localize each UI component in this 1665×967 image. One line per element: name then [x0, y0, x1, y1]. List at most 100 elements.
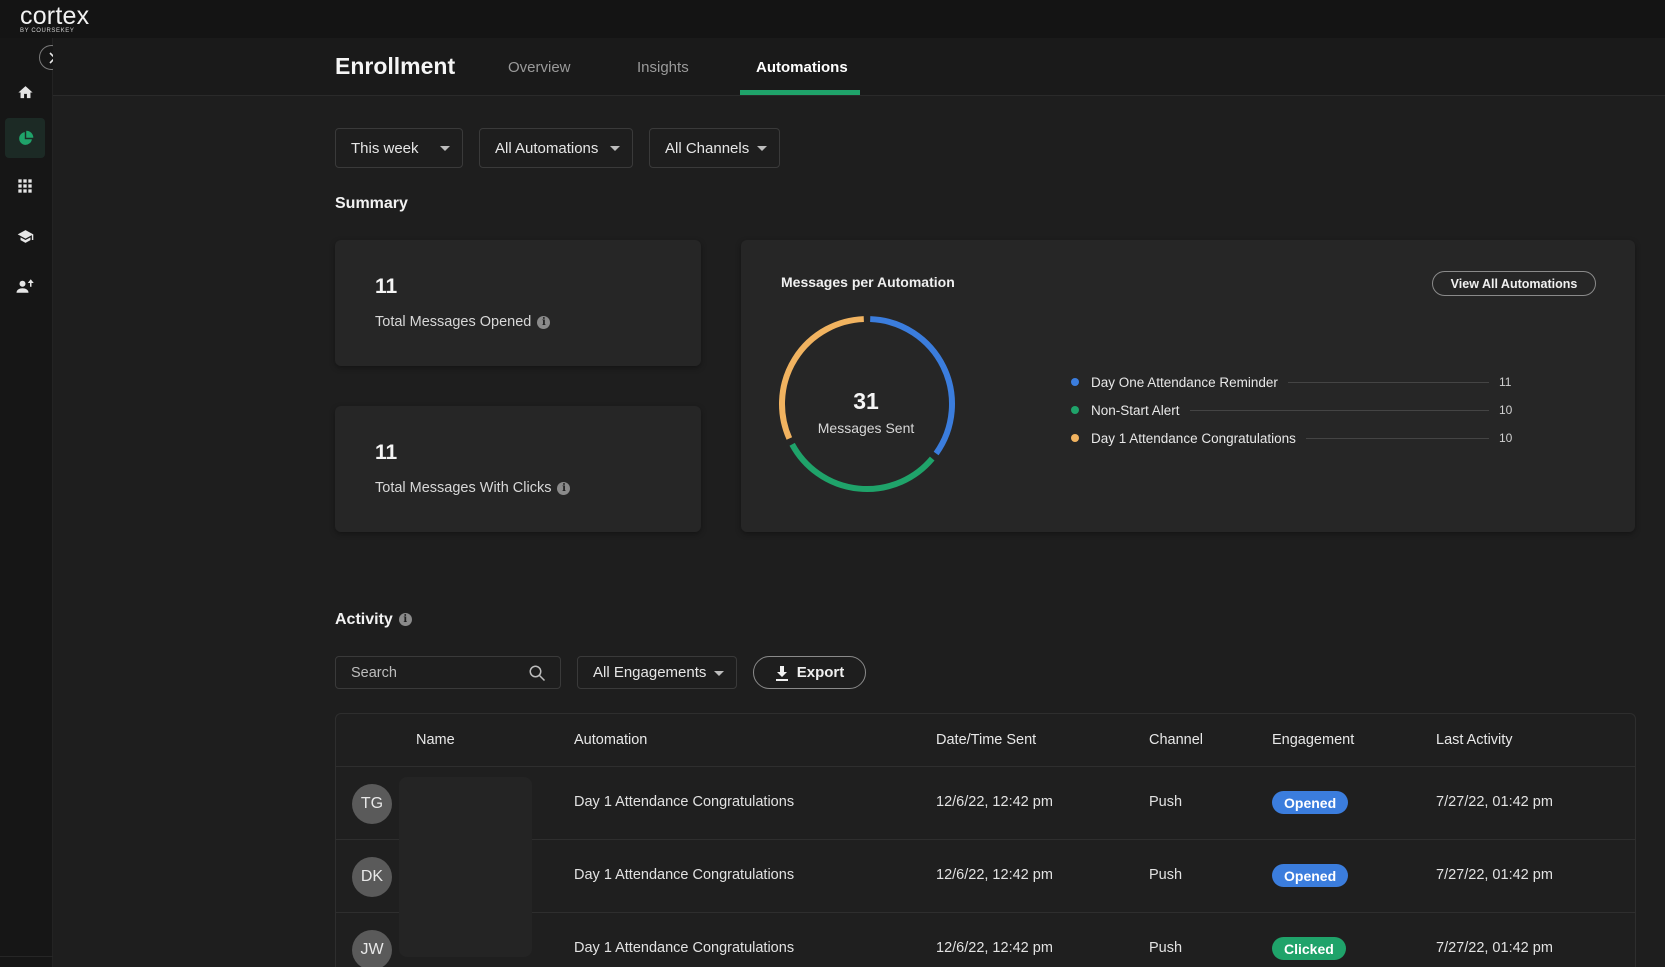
table-row[interactable]: JW Day 1 Attendance Congratulations 12/6… [336, 912, 1635, 967]
download-icon [775, 665, 788, 681]
donut-segment-non-start-alert[interactable] [789, 442, 935, 492]
sidebar-item-analytics[interactable] [5, 118, 45, 158]
donut-total-value: 31 [853, 388, 879, 414]
automation-cell: Day 1 Attendance Congratulations [574, 794, 795, 810]
stat-value: 11 [375, 441, 398, 464]
legend-label: Non-Start Alert [1091, 402, 1180, 418]
page-title: Enrollment [335, 53, 456, 79]
time-range-dropdown[interactable]: This week [335, 128, 463, 168]
info-icon[interactable]: i [537, 315, 551, 329]
column-header-last-activity[interactable]: Last Activity [1436, 732, 1513, 748]
column-header-name[interactable]: Name [416, 732, 455, 748]
legend-item: Non-Start Alert 10 [1071, 401, 1521, 419]
engagement-filter-dropdown[interactable]: All Engagements [577, 656, 737, 689]
legend-leader-line [1189, 409, 1489, 411]
activity-table: Name Automation Date/Time Sent Channel E… [335, 713, 1636, 967]
legend-value: 11 [1499, 375, 1512, 389]
engagement-filter-value: All Engagements [593, 664, 707, 681]
stat-label: Total Messages With Clicks i [375, 480, 571, 496]
automation-filter-dropdown[interactable]: All Automations [479, 128, 633, 168]
donut-segment-day-1-attendance-congratulations[interactable] [779, 316, 864, 440]
activity-title: Activity i [335, 611, 412, 629]
channel-cell: Push [1149, 794, 1183, 810]
export-button[interactable]: Export [753, 656, 866, 689]
messages-chart-card: Messages per Automation View All Automat… [741, 240, 1635, 532]
last-activity-cell: 7/27/22, 01:42 pm [1436, 940, 1553, 956]
caret-down-icon [610, 146, 620, 151]
graduation-cap-icon [17, 229, 33, 243]
caret-down-icon [757, 146, 767, 151]
table-row[interactable]: TG Day 1 Attendance Congratulations 12/6… [336, 766, 1635, 839]
summary-title: Summary [335, 195, 408, 212]
legend-dot [1071, 434, 1079, 442]
engagement-badge: Opened [1272, 864, 1349, 887]
tab-automations[interactable]: Automations [756, 59, 848, 76]
search-icon[interactable] [528, 664, 546, 682]
caret-down-icon [714, 671, 724, 676]
time-range-value: This week [351, 139, 419, 157]
legend-item: Day One Attendance Reminder 11 [1071, 373, 1521, 391]
search-box [335, 656, 561, 689]
stat-card-opened: 11 Total Messages Opened i [335, 240, 701, 366]
logo-sub-text: BY COURSEKEY [20, 28, 75, 34]
column-header-channel[interactable]: Channel [1149, 732, 1204, 748]
donut-segment-day-one-attendance-reminder[interactable] [870, 316, 955, 456]
last-activity-cell: 7/27/22, 01:42 pm [1436, 867, 1553, 883]
info-icon[interactable]: i [398, 613, 412, 627]
sidebar-item-courses[interactable] [5, 216, 45, 256]
sidebar-item-users[interactable] [5, 266, 45, 306]
grid-icon [18, 179, 32, 193]
export-label: Export [796, 664, 845, 681]
last-activity-cell: 7/27/22, 01:42 pm [1436, 794, 1553, 810]
legend-label: Day 1 Attendance Congratulations [1091, 430, 1296, 446]
automation-cell: Day 1 Attendance Congratulations [574, 940, 795, 956]
date-sent-cell: 12/6/22, 12:42 pm [936, 940, 1053, 956]
legend-dot [1071, 406, 1079, 414]
channel-filter-value: All Channels [665, 139, 750, 157]
channel-cell: Push [1149, 940, 1183, 956]
legend-item: Day 1 Attendance Congratulations 10 [1071, 429, 1521, 447]
legend-leader-line [1287, 381, 1489, 383]
sidebar-item-home[interactable] [5, 72, 45, 112]
sidebar-item-help[interactable]: ? [0, 956, 53, 967]
info-icon[interactable]: i [557, 481, 571, 495]
column-header-date-sent[interactable]: Date/Time Sent [936, 732, 1037, 748]
channel-cell: Push [1149, 867, 1183, 883]
automation-cell: Day 1 Attendance Congratulations [574, 867, 795, 883]
sidebar-item-apps[interactable] [5, 166, 45, 206]
sidebar: ? [0, 38, 53, 967]
table-row[interactable]: DK Day 1 Attendance Congratulations 12/6… [336, 839, 1635, 912]
automation-filter-value: All Automations [495, 139, 599, 157]
avatar: JW [352, 930, 392, 967]
date-sent-cell: 12/6/22, 12:42 pm [936, 867, 1053, 883]
column-header-engagement[interactable]: Engagement [1272, 732, 1355, 748]
avatar: TG [352, 784, 392, 824]
legend-dot [1071, 378, 1079, 386]
donut-chart [779, 316, 955, 492]
caret-down-icon [440, 146, 450, 151]
logo-main-text: cortex [20, 2, 90, 30]
stat-card-clicks: 11 Total Messages With Clicks i [335, 406, 701, 532]
page-header: Enrollment Overview Insights Automations [53, 38, 1665, 96]
date-sent-cell: 12/6/22, 12:42 pm [936, 794, 1053, 810]
pie-chart-icon [18, 130, 33, 145]
stat-value: 11 [375, 275, 398, 298]
chart-title: Messages per Automation [781, 274, 955, 290]
stat-label: Total Messages Opened i [375, 314, 551, 330]
search-input[interactable] [336, 657, 526, 688]
top-bar: cortex BY COURSEKEY [0, 0, 1665, 38]
legend-label: Day One Attendance Reminder [1091, 374, 1278, 390]
engagement-badge: Clicked [1272, 937, 1346, 960]
avatar: DK [352, 857, 392, 897]
donut-total-label: Messages Sent [817, 420, 915, 436]
active-tab-indicator [740, 90, 860, 95]
cortex-logo[interactable]: cortex BY COURSEKEY [20, 2, 89, 35]
legend-value: 10 [1499, 431, 1513, 445]
user-upload-icon [16, 279, 34, 293]
channel-filter-dropdown[interactable]: All Channels [649, 128, 780, 168]
view-all-automations-button[interactable]: View All Automations [1432, 271, 1596, 296]
column-header-automation[interactable]: Automation [574, 732, 648, 748]
home-icon [17, 85, 33, 98]
tab-insights[interactable]: Insights [637, 59, 689, 76]
tab-overview[interactable]: Overview [508, 59, 571, 76]
